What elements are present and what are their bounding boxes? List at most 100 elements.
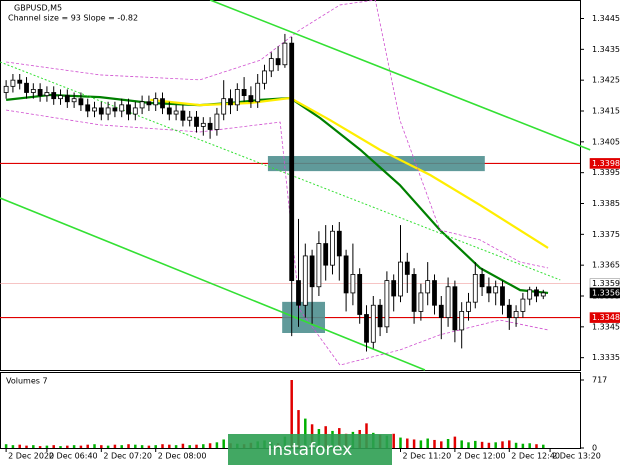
price-panel-frame [0,0,581,371]
indicator-line [150,96,549,249]
indicator-line [6,109,549,366]
candle-body [438,304,444,318]
candle-body [486,286,492,294]
level-label-box [589,158,620,169]
watermark-box [228,434,392,465]
candle-body [17,79,23,84]
candle-body [160,98,165,109]
candle-body [445,286,451,318]
candle-body [404,261,410,275]
x-tick-label: 2 Dec 13:20 [552,452,601,461]
candle-body [221,98,227,115]
candle-body [241,89,247,96]
y-tick-label: 1.3425 [592,76,620,85]
candle-body [370,304,376,343]
candle-body [513,311,519,318]
candle-body [92,107,97,112]
indicator-line [0,197,426,371]
candle-body [302,255,308,306]
axis-layer: 1.33351.33451.33551.33651.33751.33851.33… [5,14,620,461]
y-tick-label: 1.3365 [592,261,620,270]
zone-box [282,301,326,333]
candle-body [506,304,512,318]
y-tick-label: 1.3435 [592,45,620,54]
level-label-box [589,287,620,299]
candle-body [377,304,383,328]
candle-body [44,92,50,96]
candle-body [132,107,138,115]
candle-body [200,122,206,127]
indicator-line [5,93,549,295]
candle-body [493,286,499,294]
y-tick-label: 1.3395 [592,168,620,177]
y-tick-label: 1.3345 [592,322,620,331]
candle-body [398,261,403,297]
candle-body [228,98,233,106]
x-tick-label: 2 Dec 06:40 [49,452,98,461]
candle-body [248,95,254,103]
candle-body [391,280,397,297]
candle-body [520,298,526,312]
x-tick-label: 2 Dec 08:00 [158,452,207,461]
indicator-line [209,0,591,151]
candle-body [194,116,199,127]
candle-body [540,292,546,297]
candle-body [411,274,417,312]
candle-body [153,98,159,106]
candle-body [527,289,533,300]
candle-body [275,58,281,66]
y-tick-label: 1.3405 [592,137,620,146]
candle-body [296,280,301,306]
candle-body [78,98,84,106]
candle-body [432,280,437,306]
x-tick-label: 2 Dec 11:20 [402,452,451,461]
candle-body [64,95,70,103]
candle-body [330,230,335,266]
candle-body [316,243,322,288]
candle-body [30,89,36,93]
level-label: 1.3359 [592,279,620,288]
volume-tick-label: 0 [592,444,597,453]
candle-body [234,89,240,106]
candle-body [364,314,369,343]
candle-body [500,286,505,306]
volume-tick-label: 717 [592,376,607,385]
candle-body [466,301,471,312]
candle-body [98,107,104,115]
candle-body [336,230,342,257]
y-tick-label: 1.3375 [592,230,620,239]
candle-body [357,274,363,315]
candle-body [262,70,267,84]
candle-body [10,79,16,87]
candle-body [214,113,220,130]
level-label-box [589,312,620,323]
watermark: instaforex [268,440,353,460]
chart-subtitle: Channel size = 93 Slope = -0.82 [8,14,138,23]
level-label: 1.3348 [592,313,620,322]
volume-title: Volumes 7 [6,377,48,386]
y-tick-label: 1.3385 [592,199,620,208]
x-tick-label: 2 Dec 12:40 [511,452,560,461]
candle-body [207,122,213,130]
candle-body [166,107,172,115]
x-tick-label: 2 Dec 07:20 [103,452,152,461]
candle-body [58,95,63,100]
candle-body [255,82,261,103]
x-tick-label: 2 Dec 2020 [8,452,54,461]
indicator-line [0,61,561,281]
chart-title: GBPUSD,M5 [14,4,62,13]
candle-body [282,42,288,66]
candle-body [384,280,390,328]
candle-body [85,104,91,112]
candle-body [146,101,152,106]
y-tick-label: 1.3415 [592,107,620,116]
candle-body [323,243,329,266]
candle-body [105,107,111,115]
candle-body [3,85,9,93]
candle-body [343,255,349,294]
y-tick-label: 1.3445 [592,14,620,23]
candle-body [472,274,478,303]
level-label: 1.3356 [592,288,620,297]
candle-body [180,110,186,121]
